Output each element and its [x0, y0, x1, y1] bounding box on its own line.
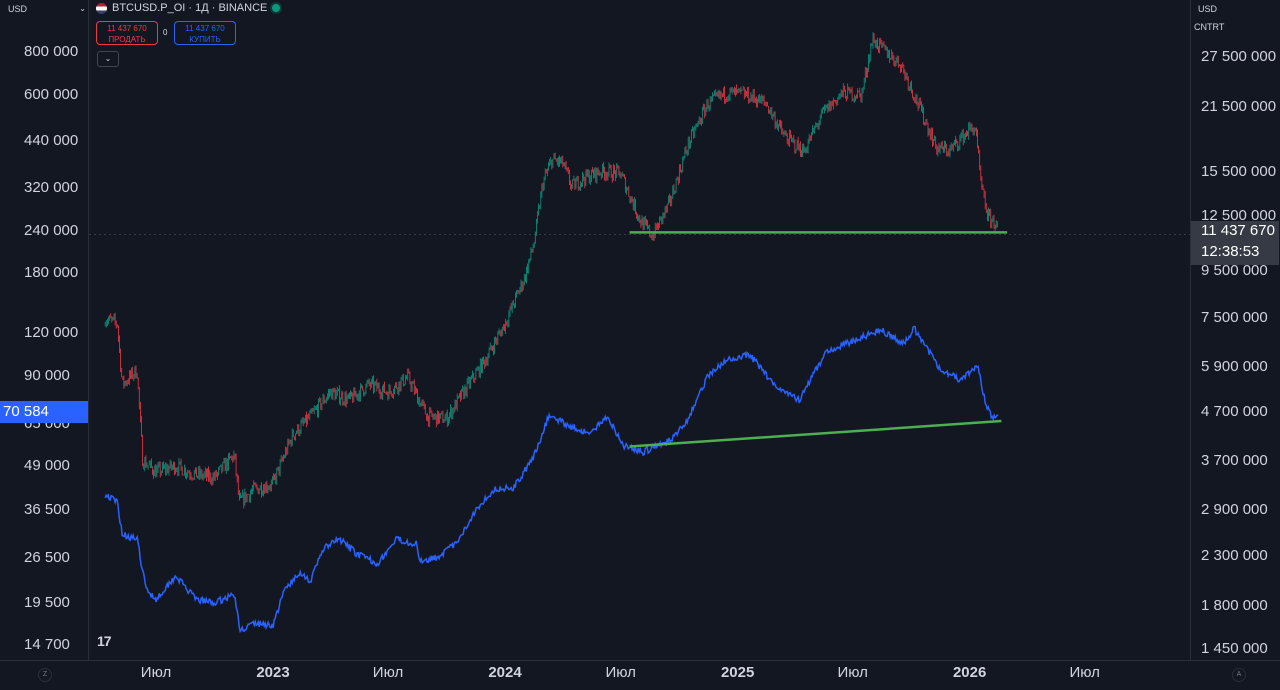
left-axis-tick: 36 500 — [24, 501, 70, 519]
buy-button[interactable]: 11 437 670 КУПИТЬ — [174, 21, 236, 45]
sell-label: ПРОДАТЬ — [108, 35, 146, 44]
last-price-badge: 11 437 670 12:38:53 — [1191, 221, 1279, 265]
left-axis-tick: 14 700 — [24, 636, 70, 653]
us-flag-icon — [96, 2, 107, 14]
left-axis-tick: 600 000 — [24, 85, 79, 103]
right-axis-tick: 1 450 000 — [1201, 640, 1268, 657]
right-axis-tick: 1 800 000 — [1201, 596, 1268, 614]
left-axis-tick: 90 000 — [24, 367, 70, 385]
left-price-scale[interactable] — [0, 0, 89, 660]
time-axis[interactable] — [0, 660, 1280, 690]
right-axis-tick: 5 900 000 — [1201, 357, 1268, 375]
left-axis-tick: 26 500 — [24, 548, 70, 566]
right-axis-tick: 15 500 000 — [1201, 163, 1277, 181]
time-axis-tick: Июл — [372, 664, 404, 681]
left-axis-tick: 49 000 — [24, 457, 70, 475]
btc-price-line — [104, 325, 999, 634]
left-axis-tick: 440 000 — [24, 131, 79, 149]
right-axis-tick: 7 500 000 — [1201, 309, 1268, 327]
left-axis-tick: 19 500 — [24, 594, 70, 612]
right-price-scale[interactable] — [1190, 0, 1280, 660]
btc-support-trendline — [629, 419, 1002, 448]
right-scale-unit-label[interactable]: USD — [1198, 4, 1218, 14]
right-axis-tick: 9 500 000 — [1201, 261, 1268, 279]
right-axis-tick: 27 500 000 — [1201, 48, 1277, 65]
right-axis-tick: 4 700 000 — [1201, 403, 1268, 421]
tradingview-logo[interactable]: 17 — [97, 633, 112, 649]
chevron-down-icon: ⌄ — [104, 54, 112, 63]
left-axis-tick: 120 000 — [24, 324, 79, 342]
right-axis-tick: 2 300 000 — [1201, 547, 1268, 565]
sell-button[interactable]: 11 437 670 ПРОДАТЬ — [96, 21, 158, 45]
time-axis-tick: Июл — [140, 664, 172, 681]
time-axis-tick: 2026 — [952, 664, 987, 681]
left-unit-label: USD — [8, 4, 28, 14]
market-open-status-icon — [272, 4, 281, 12]
right-axis-tick: 12 500 000 — [1201, 206, 1277, 224]
spread-value: 0 — [163, 28, 168, 37]
time-axis-tick: Июл — [605, 664, 636, 681]
btc-current-value-badge: 70 584 — [0, 401, 88, 423]
sell-price: 11 437 670 — [107, 24, 147, 33]
bar-countdown: 12:38:53 — [1201, 243, 1260, 260]
right-axis-tick: 3 700 000 — [1201, 451, 1268, 469]
time-axis-tick: Июл — [1069, 664, 1100, 681]
chevron-down-icon: ⌄ — [79, 4, 86, 13]
oi-candles — [104, 32, 998, 509]
time-axis-tick: 2023 — [256, 664, 290, 681]
time-axis-tick: Июл — [837, 664, 868, 681]
right-axis-tick: 2 900 000 — [1201, 500, 1268, 518]
left-axis-tick: 180 000 — [24, 264, 79, 282]
legend-collapse-button[interactable]: ⌄ — [97, 51, 119, 67]
zoom-reset-button[interactable]: Z — [38, 668, 52, 682]
time-axis-tick: 2024 — [488, 664, 522, 681]
left-axis-tick: 320 000 — [24, 178, 79, 196]
left-axis-tick: 240 000 — [24, 221, 79, 239]
right-scale-subunit: CNTRT — [1194, 22, 1225, 32]
buy-price: 11 437 670 — [185, 24, 225, 33]
left-axis-tick: 800 000 — [24, 43, 79, 60]
price-chart-plot[interactable] — [89, 0, 1190, 660]
right-axis-tick: 21 500 000 — [1201, 97, 1277, 115]
buy-label: КУПИТЬ — [189, 35, 221, 44]
last-price-value: 11 437 670 — [1201, 222, 1275, 239]
time-axis-tick: 2025 — [720, 664, 755, 681]
auto-scale-button[interactable]: A — [1232, 668, 1246, 682]
symbol-title: BTCUSD.P_OI · 1Д · BINANCE — [112, 2, 268, 14]
left-scale-unit-selector[interactable]: USD ⌄ — [4, 2, 88, 16]
symbol-legend[interactable]: BTCUSD.P_OI · 1Д · BINANCE — [96, 2, 281, 14]
